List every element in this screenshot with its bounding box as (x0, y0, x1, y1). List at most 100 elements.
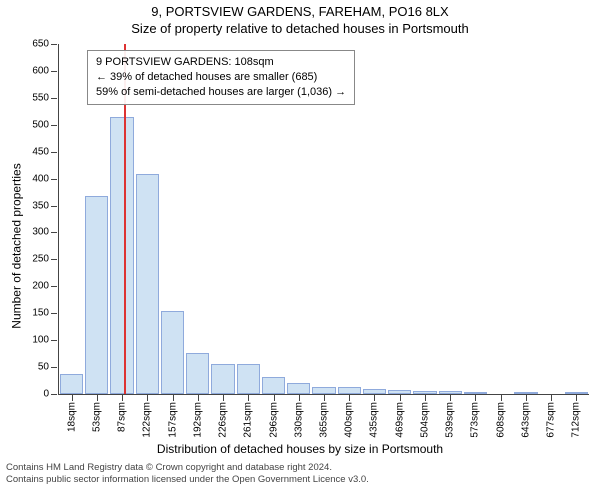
footer-line1: Contains HM Land Registry data © Crown c… (6, 462, 594, 474)
y-tick-label: 650 (32, 39, 49, 50)
x-tick-label: 296sqm (268, 402, 279, 438)
y-tick (51, 152, 57, 153)
x-tick-label: 87sqm (117, 402, 128, 432)
y-tick-label: 50 (38, 362, 49, 373)
y-tick (51, 179, 57, 180)
y-tick (51, 394, 57, 395)
x-tick-label: 643sqm (520, 402, 531, 438)
x-tick (274, 395, 275, 401)
x-tick-label: 192sqm (192, 402, 203, 438)
y-tick (51, 232, 57, 233)
y-tick (51, 98, 57, 99)
footer-line2: Contains public sector information licen… (6, 474, 594, 486)
y-tick-label: 100 (32, 335, 49, 346)
annotation-line1: 9 PORTSVIEW GARDENS: 108sqm (96, 55, 346, 70)
x-tick-label: 435sqm (369, 402, 380, 438)
plot-area: 0501001502002503003504004505005506006501… (58, 44, 589, 395)
histogram-bar (514, 392, 537, 394)
x-tick (147, 395, 148, 401)
y-tick-label: 600 (32, 65, 49, 76)
histogram-bar (287, 383, 310, 394)
x-tick (551, 395, 552, 401)
histogram-bar (85, 196, 108, 394)
y-tick-label: 450 (32, 146, 49, 157)
histogram-bar (211, 364, 234, 394)
x-tick (72, 395, 73, 401)
x-tick-label: 330sqm (293, 402, 304, 438)
x-tick (122, 395, 123, 401)
x-tick (475, 395, 476, 401)
subtitle: Size of property relative to detached ho… (0, 19, 600, 36)
histogram-bar (161, 311, 184, 394)
histogram-bar (60, 374, 83, 394)
x-tick (400, 395, 401, 401)
y-tick-label: 400 (32, 173, 49, 184)
y-tick-label: 300 (32, 227, 49, 238)
y-tick (51, 367, 57, 368)
y-tick (51, 313, 57, 314)
histogram-bar (464, 392, 487, 394)
x-tick-label: 122sqm (142, 402, 153, 438)
annotation-line3: 59% of semi-detached houses are larger (… (96, 85, 346, 100)
x-tick (324, 395, 325, 401)
x-tick (349, 395, 350, 401)
y-tick-label: 200 (32, 281, 49, 292)
histogram-bar (338, 387, 361, 394)
y-tick-label: 0 (43, 389, 49, 400)
histogram-bar (312, 387, 335, 394)
histogram-bar (388, 390, 411, 394)
x-tick-label: 608sqm (495, 402, 506, 438)
histogram-bar (237, 364, 260, 394)
y-tick (51, 286, 57, 287)
x-tick-label: 677sqm (546, 402, 557, 438)
x-tick (450, 395, 451, 401)
y-axis-label: Number of detached properties (10, 163, 24, 328)
histogram-bar (413, 391, 436, 394)
annotation-line2: ← 39% of detached houses are smaller (68… (96, 70, 346, 85)
x-tick-label: 226sqm (218, 402, 229, 438)
x-tick (223, 395, 224, 401)
x-tick-label: 469sqm (394, 402, 405, 438)
y-tick-label: 250 (32, 254, 49, 265)
x-tick (425, 395, 426, 401)
histogram-bar (110, 117, 133, 394)
y-tick-label: 150 (32, 308, 49, 319)
histogram-bar (262, 377, 285, 394)
y-tick (51, 340, 57, 341)
x-tick-label: 365sqm (319, 402, 330, 438)
y-tick (51, 206, 57, 207)
y-tick (51, 125, 57, 126)
chart-container: Number of detached properties 0501001502… (0, 36, 600, 456)
x-tick-label: 400sqm (344, 402, 355, 438)
annotation-box: 9 PORTSVIEW GARDENS: 108sqm ← 39% of det… (87, 50, 355, 105)
histogram-bar (136, 174, 159, 394)
x-tick-label: 573sqm (470, 402, 481, 438)
histogram-bar (439, 391, 462, 394)
histogram-bar (565, 392, 588, 394)
x-tick-label: 504sqm (419, 402, 430, 438)
x-tick (248, 395, 249, 401)
x-tick (526, 395, 527, 401)
x-tick-label: 261sqm (243, 402, 254, 438)
x-tick (173, 395, 174, 401)
x-tick-label: 157sqm (167, 402, 178, 438)
y-tick-label: 550 (32, 92, 49, 103)
address-title: 9, PORTSVIEW GARDENS, FAREHAM, PO16 8LX (0, 0, 600, 19)
x-tick (501, 395, 502, 401)
y-tick (51, 44, 57, 45)
y-tick-label: 500 (32, 119, 49, 130)
x-tick-label: 712sqm (571, 402, 582, 438)
x-tick (374, 395, 375, 401)
x-tick-label: 53sqm (91, 402, 102, 432)
histogram-bar (186, 353, 209, 394)
histogram-bar (363, 389, 386, 394)
y-tick (51, 71, 57, 72)
x-axis-label: Distribution of detached houses by size … (0, 442, 600, 456)
x-tick (299, 395, 300, 401)
footer: Contains HM Land Registry data © Crown c… (0, 456, 600, 487)
x-tick (97, 395, 98, 401)
y-tick (51, 259, 57, 260)
y-tick-label: 350 (32, 200, 49, 211)
x-tick (198, 395, 199, 401)
x-tick (576, 395, 577, 401)
